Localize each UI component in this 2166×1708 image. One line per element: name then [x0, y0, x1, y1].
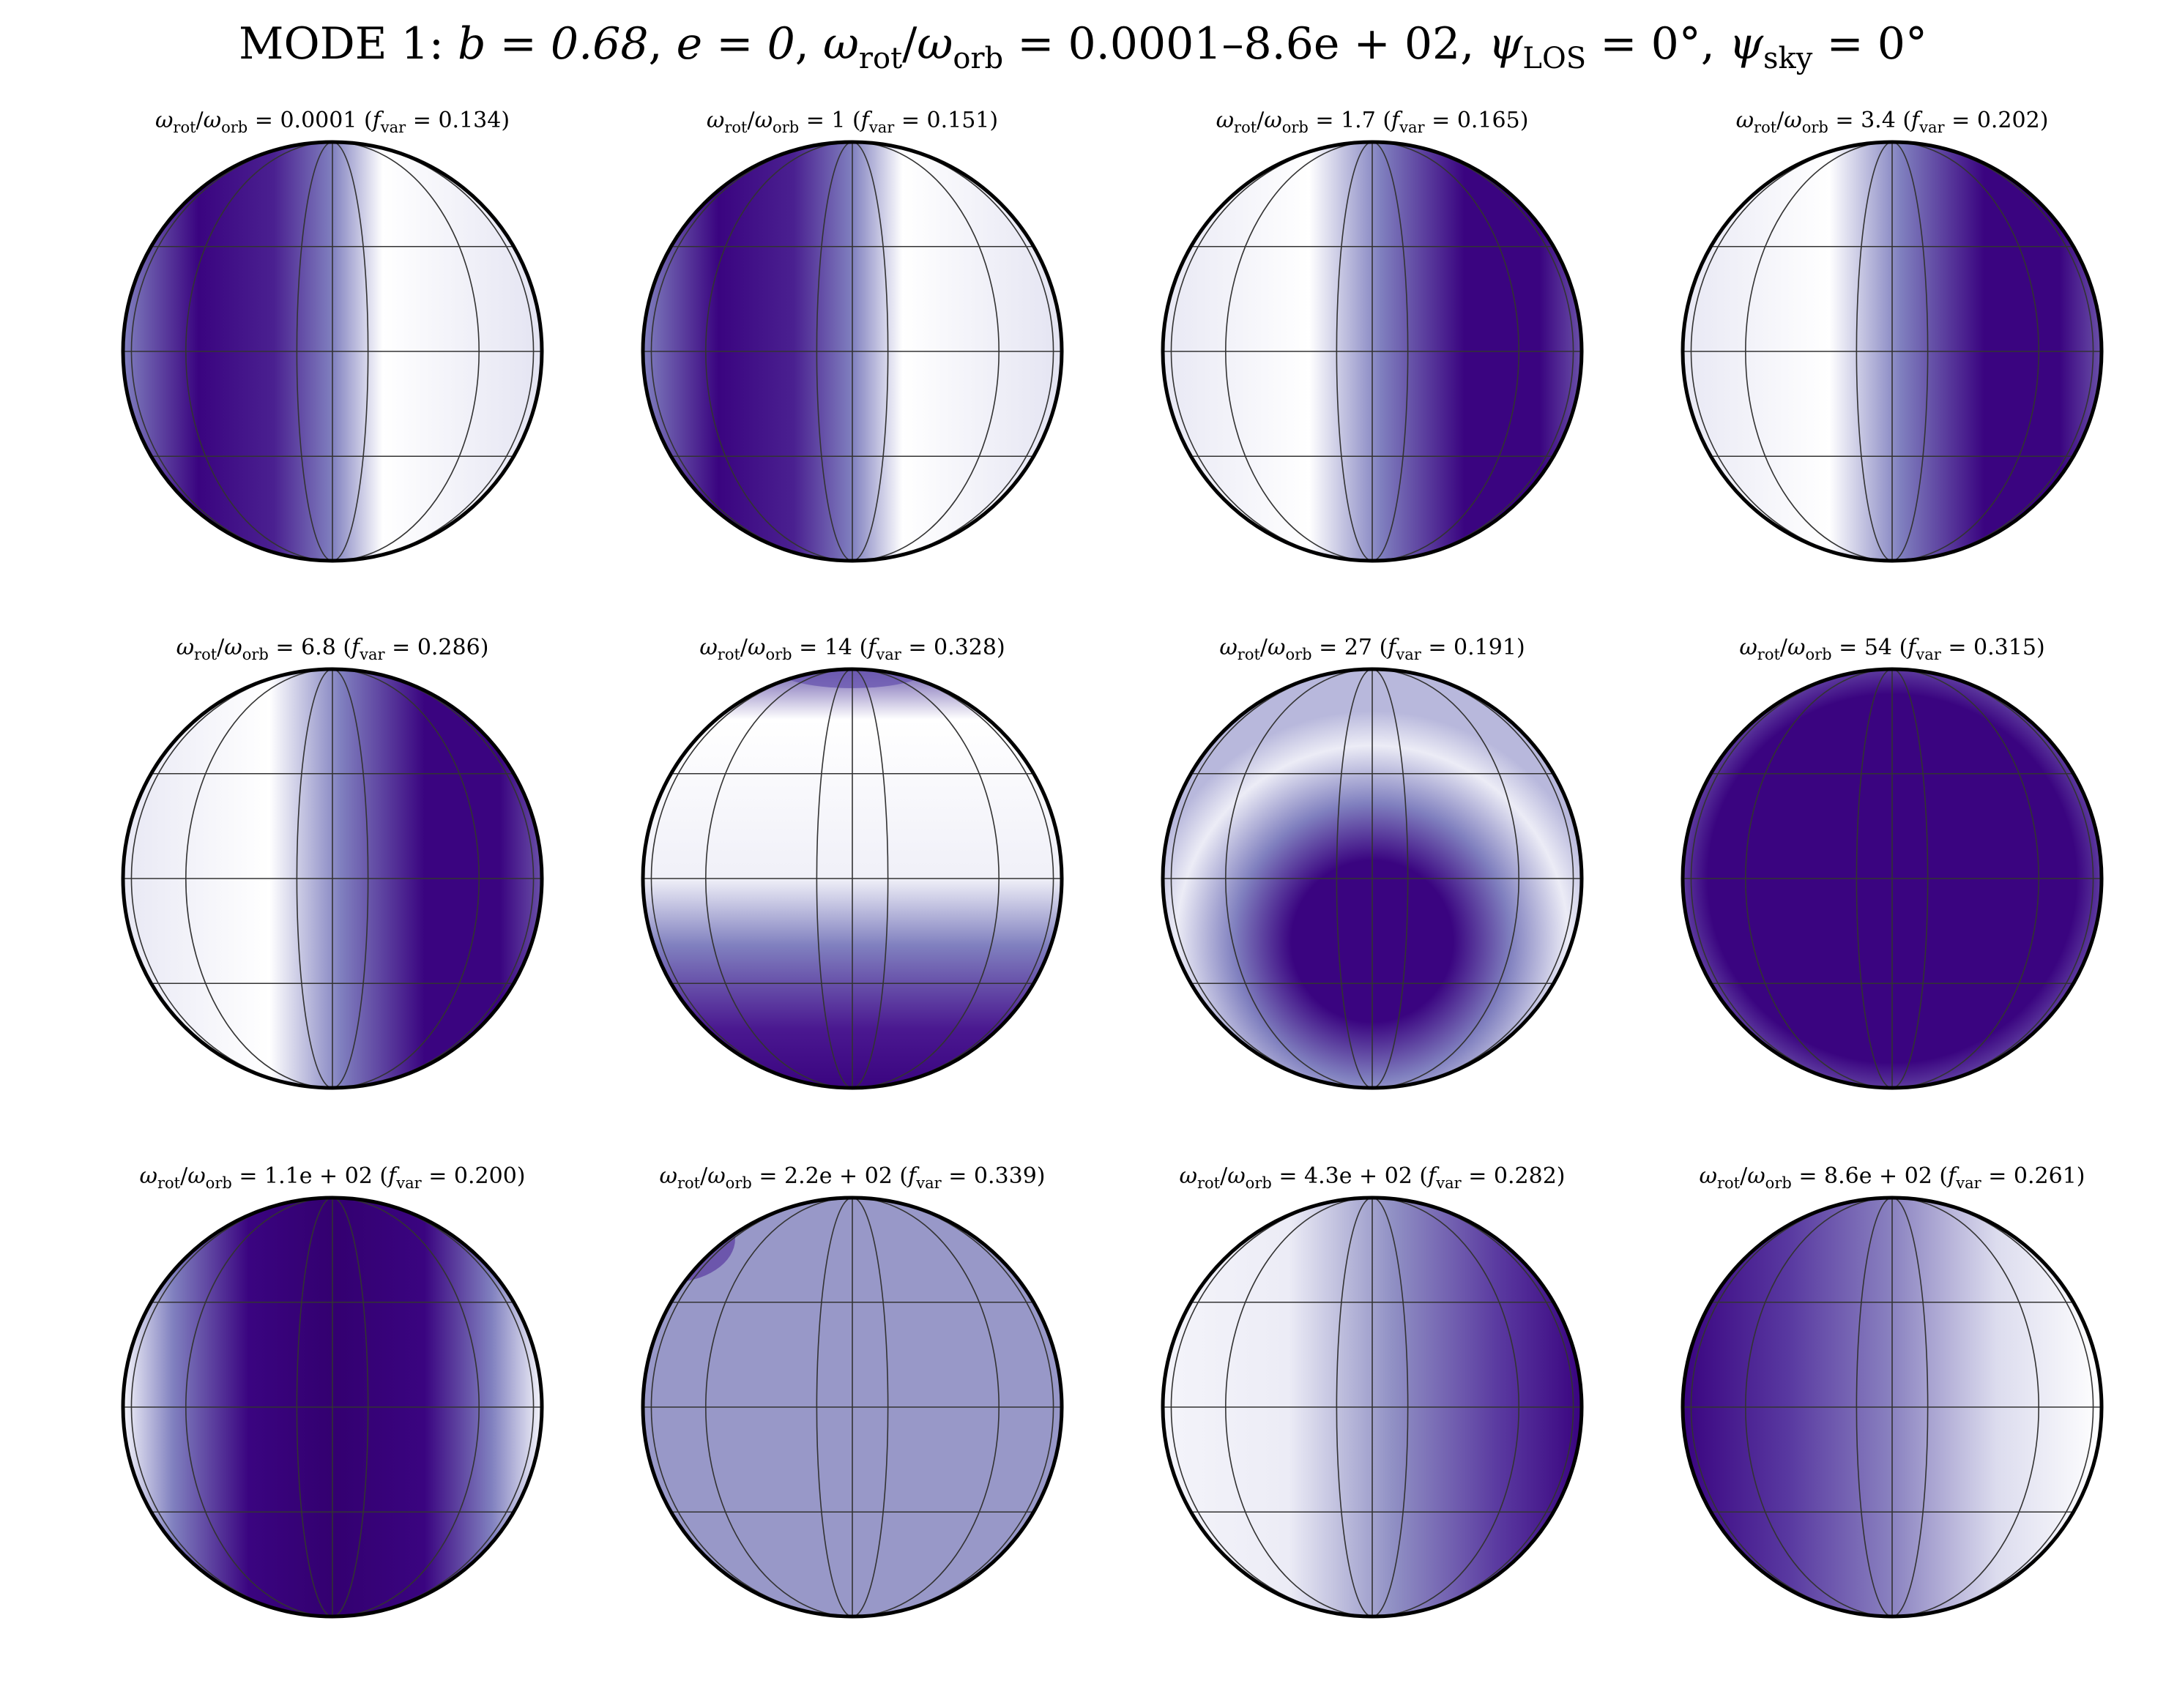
globe	[641, 140, 1064, 563]
panel-ratio-value: 0.0001	[280, 108, 357, 133]
graticule	[1163, 669, 1582, 1088]
graticule	[123, 142, 542, 561]
globe	[121, 1196, 544, 1619]
globe-outline	[121, 667, 544, 1090]
globe-outline	[641, 667, 1064, 1090]
globe	[1161, 140, 1584, 563]
panel-title: ωrot/ωorb = 2.2e + 02 (fvar = 0.339)	[659, 1163, 1046, 1192]
globe	[641, 1196, 1064, 1619]
globe-panel: ωrot/ωorb = 3.4 (fvar = 0.202)	[1629, 102, 2156, 615]
globe	[1161, 667, 1584, 1090]
panel-fvar-value: 0.339	[973, 1163, 1037, 1189]
panel-ratio-value: 6.8	[301, 635, 336, 660]
panel-title: ωrot/ωorb = 6.8 (fvar = 0.286)	[176, 635, 489, 663]
title-psi-los: 0°	[1650, 18, 1701, 70]
panel-fvar-value: 0.261	[2013, 1163, 2077, 1189]
graticule	[643, 669, 1062, 1088]
graticule	[1683, 669, 2102, 1088]
panel-ratio-value: 54	[1864, 635, 1893, 660]
globe-panel: ωrot/ωorb = 1.1e + 02 (fvar = 0.200)	[69, 1158, 596, 1671]
title-psi-sky: 0°	[1877, 18, 1927, 70]
globe-outline	[1681, 1196, 2104, 1619]
title-b: b = 0.68	[458, 18, 649, 70]
panel-fvar-value: 0.191	[1454, 635, 1516, 660]
panel-ratio-value: 14	[824, 635, 853, 660]
graticule	[1683, 1198, 2102, 1616]
panel-fvar-value: 0.286	[417, 635, 480, 660]
globe	[121, 667, 544, 1090]
panel-title: ωrot/ωorb = 1.7 (fvar = 0.165)	[1216, 108, 1529, 136]
globe-panel: ωrot/ωorb = 1 (fvar = 0.151)	[589, 102, 1116, 615]
globe-outline	[1161, 140, 1584, 563]
panel-title: ωrot/ωorb = 1.1e + 02 (fvar = 0.200)	[139, 1163, 526, 1192]
globe-outline	[121, 1196, 544, 1619]
graticule	[1683, 142, 2102, 561]
globe-outline	[1161, 667, 1584, 1090]
panel-ratio-value: 2.2e + 02	[784, 1163, 893, 1189]
panel-fvar-value: 0.202	[1976, 108, 2040, 133]
panel-ratio-value: 1.7	[1341, 108, 1376, 133]
globe-outline	[1161, 1196, 1584, 1619]
panel-ratio-value: 1.1e + 02	[264, 1163, 373, 1189]
globe-outline	[641, 140, 1064, 563]
globe	[1681, 667, 2104, 1090]
globe	[641, 667, 1064, 1090]
panel-ratio-value: 1	[831, 108, 846, 133]
title-mode: MODE 1:	[239, 18, 444, 70]
panel-title: ωrot/ωorb = 0.0001 (fvar = 0.134)	[155, 108, 510, 136]
globe	[1161, 1196, 1584, 1619]
graticule	[1163, 1198, 1582, 1616]
graticule	[643, 1198, 1062, 1616]
title-omega-ratio: 0.0001–8.6e + 02	[1068, 18, 1461, 70]
graticule	[1163, 142, 1582, 561]
panel-title: ωrot/ωorb = 1 (fvar = 0.151)	[706, 108, 999, 136]
graticule	[123, 669, 542, 1088]
globe-panel: ωrot/ωorb = 8.6e + 02 (fvar = 0.261)	[1629, 1158, 2156, 1671]
globe-outline	[1681, 667, 2104, 1090]
globe-panel: ωrot/ωorb = 1.7 (fvar = 0.165)	[1109, 102, 1636, 615]
panel-fvar-value: 0.282	[1493, 1163, 1557, 1189]
panel-title: ωrot/ωorb = 4.3e + 02 (fvar = 0.282)	[1179, 1163, 1566, 1192]
title-e: e = 0	[676, 18, 795, 70]
globe-panel: ωrot/ωorb = 14 (fvar = 0.328)	[589, 630, 1116, 1142]
panel-fvar-value: 0.200	[453, 1163, 517, 1189]
panel-ratio-value: 3.4	[1861, 108, 1896, 133]
globe-panel: ωrot/ωorb = 2.2e + 02 (fvar = 0.339)	[589, 1158, 1116, 1671]
panel-title: ωrot/ωorb = 54 (fvar = 0.315)	[1739, 635, 2045, 663]
globe-outline	[1681, 140, 2104, 563]
panel-fvar-value: 0.315	[1973, 635, 2036, 660]
globe-panel: ωrot/ωorb = 27 (fvar = 0.191)	[1109, 630, 1636, 1142]
globe-panel: ωrot/ωorb = 6.8 (fvar = 0.286)	[69, 630, 596, 1142]
globe-panel: ωrot/ωorb = 0.0001 (fvar = 0.134)	[69, 102, 596, 615]
panel-title: ωrot/ωorb = 8.6e + 02 (fvar = 0.261)	[1699, 1163, 2085, 1192]
globe-panel: ωrot/ωorb = 54 (fvar = 0.315)	[1629, 630, 2156, 1142]
globe-outline	[641, 1196, 1064, 1619]
panel-fvar-value: 0.134	[438, 108, 502, 133]
panel-ratio-value: 4.3e + 02	[1304, 1163, 1413, 1189]
graticule	[643, 142, 1062, 561]
panel-fvar-value: 0.165	[1456, 108, 1520, 133]
graticule	[123, 1198, 542, 1616]
panel-title: ωrot/ωorb = 27 (fvar = 0.191)	[1219, 635, 1525, 663]
globe-panel: ωrot/ωorb = 4.3e + 02 (fvar = 0.282)	[1109, 1158, 1636, 1671]
panel-ratio-value: 27	[1344, 635, 1373, 660]
panel-fvar-value: 0.151	[926, 108, 990, 133]
globe	[121, 140, 544, 563]
panel-title: ωrot/ωorb = 3.4 (fvar = 0.202)	[1735, 108, 2049, 136]
globe	[1681, 140, 2104, 563]
globe-outline	[121, 140, 544, 563]
panel-title: ωrot/ωorb = 14 (fvar = 0.328)	[699, 635, 1005, 663]
panel-ratio-value: 8.6e + 02	[1824, 1163, 1932, 1189]
page-title: MODE 1: b = 0.68, e = 0, ωrot/ωorb = 0.0…	[239, 18, 1927, 75]
panel-fvar-value: 0.328	[934, 635, 997, 660]
globe	[1681, 1196, 2104, 1619]
